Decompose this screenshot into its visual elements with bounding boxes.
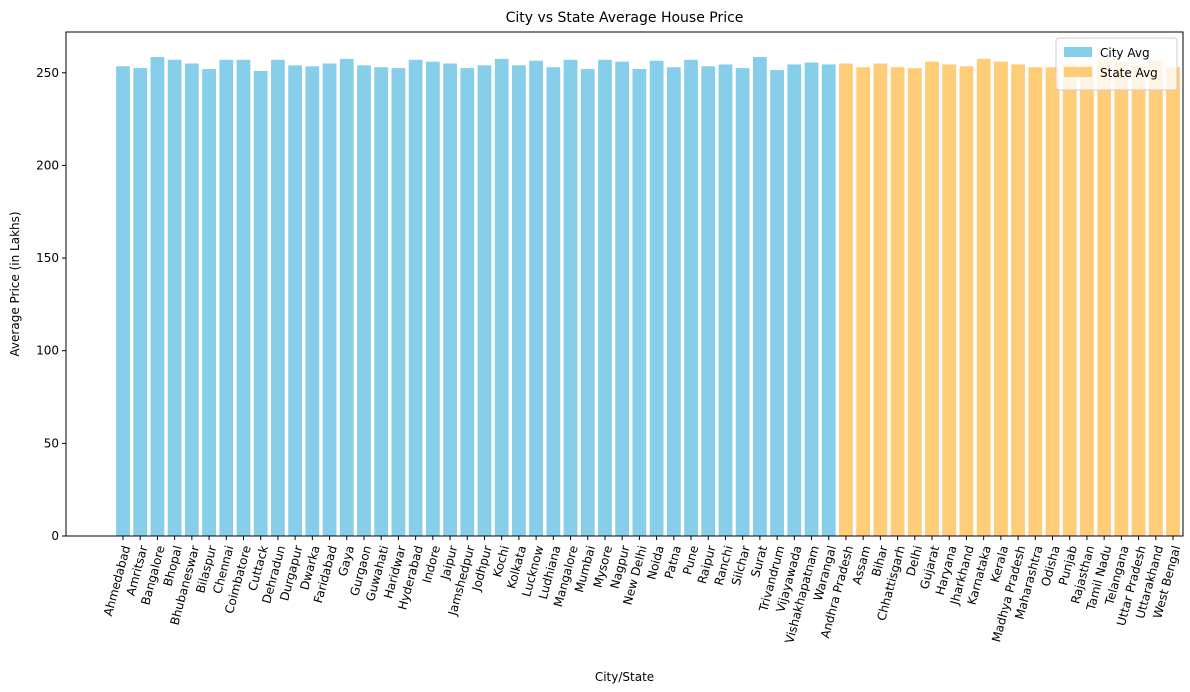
bar-warangal: [821, 64, 836, 537]
y-tick-label: 100: [36, 344, 59, 358]
bar-coimbatore: [236, 59, 251, 536]
bar-dehradun: [271, 59, 285, 536]
y-tick-label: 150: [36, 251, 59, 265]
bar-tamil-nadu: [1097, 59, 1112, 536]
bar-noida: [649, 60, 664, 537]
bar-guwahati: [374, 67, 389, 537]
bar-ludhiana: [546, 67, 561, 537]
bar-kerala: [993, 61, 1008, 536]
y-tick-label: 50: [44, 436, 59, 450]
bar-trivandrum: [770, 69, 784, 536]
bar-mysore: [598, 59, 612, 536]
bar-punjab: [1062, 64, 1077, 537]
legend-swatch: [1064, 47, 1092, 57]
bar-indore: [425, 61, 440, 536]
y-tick-label: 0: [51, 529, 59, 543]
bar-bhubaneswar: [184, 63, 199, 536]
bar-bangalore: [150, 57, 165, 536]
bar-gujarat: [925, 61, 939, 536]
bar-raipur: [701, 66, 716, 536]
bar-uttar-pradesh: [1131, 66, 1146, 536]
bar-gaya: [339, 58, 354, 536]
bar-jharkhand: [959, 66, 974, 536]
legend-label: State Avg: [1100, 66, 1158, 80]
bar-faridabad: [322, 63, 337, 536]
bar-west-bengal: [1166, 67, 1180, 537]
bar-jodhpur: [477, 65, 492, 537]
bar-new-delhi: [632, 69, 647, 536]
bar-jamshedpur: [460, 68, 475, 536]
bar-cuttack: [253, 70, 268, 536]
bar-durgapur: [288, 65, 303, 537]
bar-jaipur: [443, 63, 457, 536]
bar-pune: [684, 59, 698, 536]
bar-gurgaon: [357, 65, 371, 537]
bar-surat: [753, 57, 767, 536]
legend: City Avg State Avg: [1055, 37, 1178, 91]
bar-chennai: [219, 59, 234, 536]
bar-rajasthan: [1080, 64, 1094, 537]
bar-chhattisgarh: [890, 67, 905, 537]
bar-hyderabad: [408, 59, 423, 536]
bar-maharashtra: [1028, 67, 1043, 537]
bar-vishakhapatnam: [804, 62, 819, 537]
bar-madhya-pradesh: [1011, 64, 1025, 537]
y-axis-label: Average Price (in Lakhs): [8, 211, 22, 356]
bar-bilaspur: [202, 69, 216, 536]
bar-delhi: [907, 68, 922, 536]
bar-vijayawada: [787, 64, 802, 537]
bar-bihar: [873, 63, 888, 536]
bar-dwarka: [305, 66, 320, 536]
bar-karnataka: [976, 58, 991, 536]
bar-ranchi: [718, 64, 733, 537]
chart-title: City vs State Average House Price: [506, 10, 744, 26]
y-tick-label: 200: [36, 158, 59, 172]
bar-andhra-pradesh: [839, 63, 853, 536]
x-axis: AhmedabadAmritsarBangaloreBhopalBhubanes…: [101, 536, 1183, 645]
y-tick-label: 250: [36, 66, 59, 80]
bar-haryana: [942, 64, 957, 537]
bar-silchar: [735, 68, 750, 536]
bar-haridwar: [391, 68, 406, 536]
legend-label: City Avg: [1100, 46, 1150, 60]
bar-odisha: [1045, 67, 1060, 537]
bar-telangana: [1114, 61, 1129, 536]
x-axis-label: City/State: [595, 670, 654, 684]
bar-bhopal: [167, 59, 182, 536]
bar-ahmedabad: [116, 66, 130, 536]
bar-uttarakhand: [1148, 60, 1163, 537]
bar-assam: [856, 67, 871, 537]
bar-nagpur: [615, 61, 630, 536]
plot-frame: [65, 31, 1184, 537]
bar-amritsar: [133, 68, 148, 536]
bar-lucknow: [529, 60, 543, 537]
y-axis: 0 50 100 150 200 250: [36, 66, 66, 543]
bar-kochi: [494, 58, 509, 536]
bar-patna: [666, 67, 681, 537]
bar-mumbai: [580, 69, 595, 536]
bar-kolkata: [512, 65, 526, 537]
legend-swatch: [1064, 67, 1092, 77]
bars-layer: [116, 57, 1180, 537]
bar-mangalore: [563, 59, 578, 536]
